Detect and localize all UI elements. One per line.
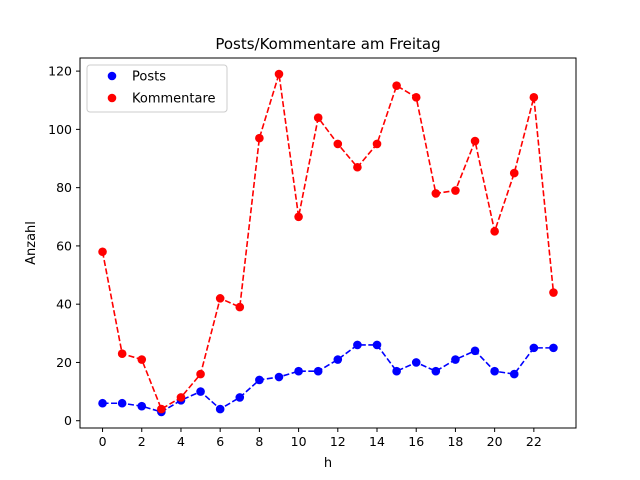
data-point-kommentare — [313, 113, 323, 123]
data-point-posts — [372, 340, 382, 350]
data-point-posts — [294, 366, 303, 376]
x-tick-label: 6 — [216, 434, 224, 449]
x-tick-label: 4 — [177, 434, 185, 449]
data-point-posts — [529, 343, 539, 353]
x-tick-label: 10 — [291, 434, 307, 449]
data-point-posts — [255, 375, 264, 385]
x-tick-label: 12 — [330, 434, 346, 449]
data-point-posts — [470, 346, 480, 356]
data-point-kommentare — [294, 212, 303, 222]
y-tick-label: 0 — [64, 413, 72, 428]
x-tick-label: 18 — [447, 434, 463, 449]
x-tick-label: 22 — [526, 434, 542, 449]
data-point-kommentare — [431, 189, 441, 198]
data-point-posts — [392, 366, 401, 376]
data-point-kommentare — [215, 294, 225, 303]
x-tick-label: 0 — [99, 434, 107, 449]
plot-frame — [79, 57, 577, 429]
data-point-kommentare — [117, 349, 127, 359]
data-point-posts — [196, 387, 205, 396]
data-point-posts — [549, 343, 558, 353]
data-point-kommentare — [137, 355, 147, 364]
x-tick-label: 2 — [138, 434, 146, 449]
data-point-posts — [235, 393, 245, 402]
data-point-kommentare — [98, 247, 107, 257]
y-tick-label: 40 — [56, 297, 72, 312]
x-tick-label: 14 — [369, 434, 385, 449]
y-axis: 0 20 40 60 80 100 120 — [48, 64, 80, 428]
y-tick-label: 80 — [56, 180, 72, 195]
data-point-posts — [215, 404, 225, 414]
y-tick-label: 120 — [48, 64, 72, 79]
data-point-kommentare — [372, 139, 382, 149]
y-axis-label: Anzahl — [24, 221, 39, 265]
data-point-posts — [313, 366, 323, 376]
data-point-kommentare — [490, 227, 499, 236]
x-axis: 0 2 4 6 8 10 12 14 16 18 20 22 — [99, 428, 542, 449]
data-point-kommentare — [235, 302, 245, 312]
plot-area — [98, 69, 558, 417]
data-point-kommentare — [392, 81, 401, 90]
x-tick-label: 20 — [487, 434, 503, 449]
y-tick-label: 20 — [56, 355, 72, 370]
data-point-kommentare — [549, 288, 558, 297]
y-tick-label: 100 — [48, 122, 72, 137]
x-tick-label: 16 — [408, 434, 424, 449]
legend-label-kommentare: Kommentare — [132, 92, 216, 107]
legend-label-posts: Posts — [132, 70, 166, 85]
data-point-posts — [431, 366, 441, 376]
legend: Posts Kommentare — [86, 64, 228, 113]
data-point-posts — [98, 398, 107, 408]
data-point-posts — [353, 340, 362, 350]
x-tick-label: 8 — [255, 434, 263, 449]
data-point-posts — [137, 401, 147, 411]
data-point-posts — [451, 355, 460, 364]
data-point-kommentare — [411, 93, 421, 102]
data-point-kommentare — [470, 136, 480, 146]
y-tick-label: 60 — [56, 238, 72, 253]
data-point-kommentare — [333, 139, 343, 149]
data-point-posts — [333, 355, 343, 364]
data-point-kommentare — [157, 404, 166, 414]
chart-title: Posts/Kommentare am Freitag — [215, 35, 440, 53]
data-point-kommentare — [509, 168, 519, 178]
data-point-posts — [117, 398, 127, 408]
data-point-kommentare — [255, 133, 264, 143]
x-axis-label: h — [324, 456, 332, 471]
data-point-posts — [490, 366, 499, 376]
data-point-kommentare — [196, 369, 205, 379]
data-point-posts — [274, 372, 284, 382]
data-point-kommentare — [529, 93, 539, 102]
legend-marker-posts — [107, 71, 117, 81]
legend-marker-kommentare — [107, 93, 117, 103]
data-point-kommentare — [451, 186, 460, 195]
data-point-posts — [411, 358, 421, 367]
data-point-kommentare — [176, 393, 186, 402]
data-point-posts — [509, 369, 519, 379]
data-point-kommentare — [274, 69, 284, 79]
legend-box — [86, 64, 228, 113]
data-point-kommentare — [353, 162, 362, 172]
